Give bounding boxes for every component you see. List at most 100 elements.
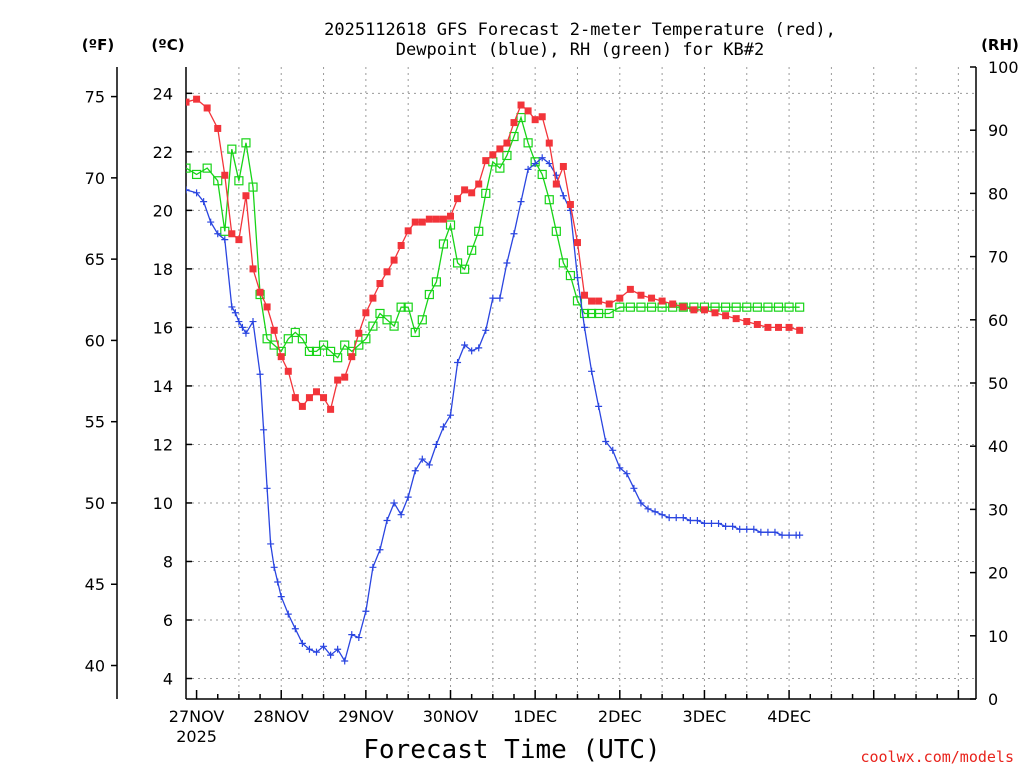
temperature-point [327, 405, 335, 413]
temperature-point [796, 326, 804, 334]
x-tick-label: 4DEC [767, 707, 811, 726]
temperature-point [390, 256, 398, 264]
temperature-point [432, 215, 440, 223]
rh-point [311, 346, 322, 356]
celsius-tick-label: 12 [153, 435, 173, 454]
dewpoint-point [228, 303, 236, 311]
rh-point [586, 308, 597, 319]
dewpoint-point [383, 517, 391, 525]
rh-point [784, 302, 794, 312]
rh-tick-label: 80 [988, 184, 1008, 203]
rh-tick-label: 50 [988, 374, 1008, 393]
dewpoint-point [270, 563, 278, 571]
temperature-point [411, 218, 419, 226]
temperature-point [256, 288, 264, 296]
rh-point [551, 226, 561, 236]
rh-point [431, 277, 442, 287]
temperature-point [221, 171, 229, 179]
fahrenheit-tick-label: 65 [85, 250, 105, 269]
dewpoint-point [397, 511, 405, 519]
dewpoint-point [764, 528, 772, 536]
dewpoint-point [468, 347, 476, 355]
temperature-point [482, 157, 490, 165]
temperature-point [489, 151, 497, 159]
rh-point [604, 308, 614, 319]
rh-point [368, 321, 378, 331]
rh-point [615, 302, 625, 312]
rh-point [318, 340, 329, 350]
dewpoint-point [736, 525, 744, 533]
rh-point [763, 302, 773, 312]
rh-tick-label: 40 [988, 437, 1008, 456]
temperature-point [732, 315, 740, 323]
dewpoint-point [305, 645, 313, 653]
temperature-point [545, 139, 553, 147]
fahrenheit-unit-label: (ºF) [82, 36, 114, 54]
dewpoint-point [263, 484, 271, 492]
x-tick-sublabel: 2025 [176, 727, 217, 746]
dewpoint-point [595, 402, 603, 410]
dewpoint-point [362, 607, 370, 615]
temperature-point [228, 230, 236, 238]
celsius-tick-label: 10 [153, 494, 173, 513]
rh-point [186, 163, 191, 173]
dewpoint-point [235, 318, 243, 326]
dewpoint-point [524, 165, 532, 173]
temperature-point [475, 180, 483, 188]
temperature-point [468, 189, 476, 197]
temperature-point [538, 113, 546, 121]
dewpoint-point [602, 438, 610, 446]
rh-point [417, 315, 427, 325]
dewpoint-point [679, 514, 687, 522]
temperature-point [298, 402, 306, 410]
celsius-unit-label: (ºC) [151, 36, 184, 54]
x-tick-label: 29NOV [338, 707, 394, 726]
temperature-point [764, 323, 772, 331]
rh-point [731, 302, 741, 312]
dewpoint-point [700, 519, 708, 527]
temperature-point [369, 294, 377, 302]
temperature-point [214, 124, 222, 132]
dewpoint-point [686, 517, 694, 525]
celsius-tick-label: 4 [163, 670, 173, 689]
rh-point [340, 340, 350, 350]
dewpoint-point [503, 259, 511, 267]
dewpoint-point [559, 192, 567, 200]
dewpoint-point [609, 446, 617, 454]
temperature-point [581, 291, 589, 299]
rh-point [646, 302, 657, 312]
rh-point [460, 264, 470, 274]
credit-text: coolwx.com/models [860, 748, 1014, 766]
rh-point [625, 302, 635, 312]
dewpoint-point [750, 525, 758, 533]
temperature-point [669, 300, 677, 308]
temperature-point [658, 297, 666, 305]
dewpoint-point [531, 160, 539, 168]
temperature-point [404, 227, 412, 235]
rh-point [636, 302, 646, 312]
rh-point [773, 302, 784, 312]
rh-point [262, 334, 272, 344]
dewpoint-point [200, 198, 208, 206]
temperature-point [679, 303, 687, 311]
dewpoint-point [461, 341, 469, 349]
temperature-point [439, 215, 447, 223]
x-tick-label: 30NOV [423, 707, 479, 726]
dewpoint-point [573, 274, 581, 282]
temperature-point [595, 297, 603, 305]
axes: 4 6 8 10 12 14 16 18 20 22 24 40 45 50 55 60 65 70 75 0 10 20… [85, 58, 1019, 746]
chart-title-line-2: Dewpoint (blue), RH (green) for KB#2 [396, 40, 764, 60]
temperature-point [461, 186, 469, 194]
fahrenheit-tick-label: 50 [85, 494, 105, 513]
temperature-point [263, 303, 271, 311]
dewpoint-point [267, 540, 275, 548]
temperature-point [700, 306, 708, 314]
temperature-point [270, 326, 278, 334]
dewpoint-point [186, 186, 190, 194]
temperature-point [447, 212, 455, 220]
dewpoint-point [757, 528, 765, 536]
temperature-point [711, 309, 719, 317]
rh-point [213, 176, 223, 186]
temperature-point [376, 280, 384, 288]
